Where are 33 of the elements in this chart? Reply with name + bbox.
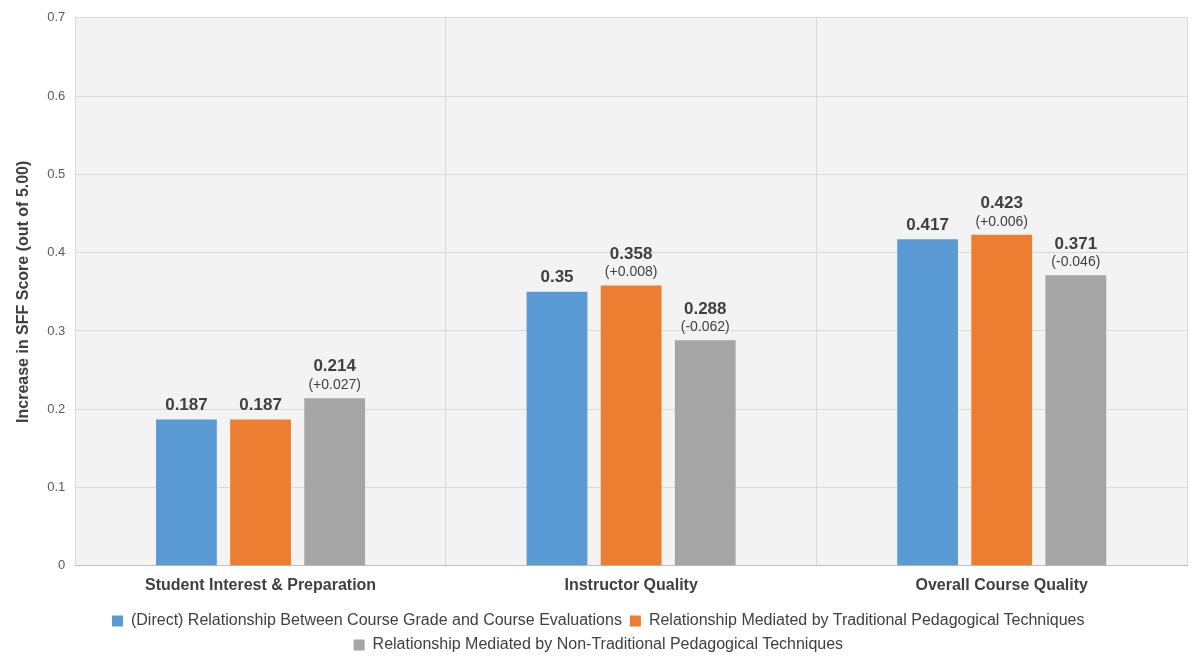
bar bbox=[674, 340, 736, 566]
bar bbox=[230, 419, 291, 566]
bar bbox=[600, 285, 662, 566]
y-tick-label: 0 bbox=[58, 557, 66, 573]
y-tick-label: 0.3 bbox=[47, 322, 66, 338]
data-label: 0.288 (-0.062) bbox=[680, 298, 730, 335]
data-label: 0.187 bbox=[239, 394, 282, 414]
data-label: 0.187 bbox=[165, 394, 208, 414]
y-tick-label: 0.7 bbox=[47, 9, 66, 25]
y-tick-label: 0.5 bbox=[47, 165, 66, 181]
x-tick-label: Instructor Quality bbox=[564, 575, 698, 593]
data-label: 0.371 (-0.046) bbox=[1051, 233, 1101, 270]
y-axis-title: Increase in SFF Score (out of 5.00) bbox=[14, 160, 32, 423]
bar bbox=[1045, 275, 1107, 566]
y-tick-label: 0.6 bbox=[47, 87, 66, 103]
bar bbox=[971, 234, 1033, 566]
data-label: 0.417 bbox=[906, 214, 949, 234]
x-tick-label: Student Interest & Preparation bbox=[144, 575, 377, 593]
legend-label: Relationship Mediated by Non-Traditional Pedagogical Techniques bbox=[372, 635, 844, 653]
y-tick-label: 0.1 bbox=[47, 479, 66, 495]
data-label: 0.358 (+0.008) bbox=[604, 243, 658, 280]
data-label: 0.35 bbox=[540, 266, 574, 286]
bar bbox=[156, 419, 217, 566]
y-tick-label: 0.4 bbox=[47, 244, 66, 260]
data-label: 0.423 (+0.006) bbox=[975, 192, 1028, 229]
legend-label: Relationship Mediated by Traditional Pedagogical Techniques bbox=[648, 611, 1085, 629]
x-tick-label: Overall Course Quality bbox=[915, 575, 1089, 593]
bar bbox=[526, 291, 588, 566]
legend-label: (Direct) Relationship Between Course Grade and Course Evaluations bbox=[130, 611, 622, 629]
bar bbox=[304, 398, 366, 566]
bar bbox=[897, 239, 958, 566]
y-tick-label: 0.2 bbox=[47, 400, 66, 416]
data-label: 0.214 (+0.027) bbox=[308, 356, 361, 393]
